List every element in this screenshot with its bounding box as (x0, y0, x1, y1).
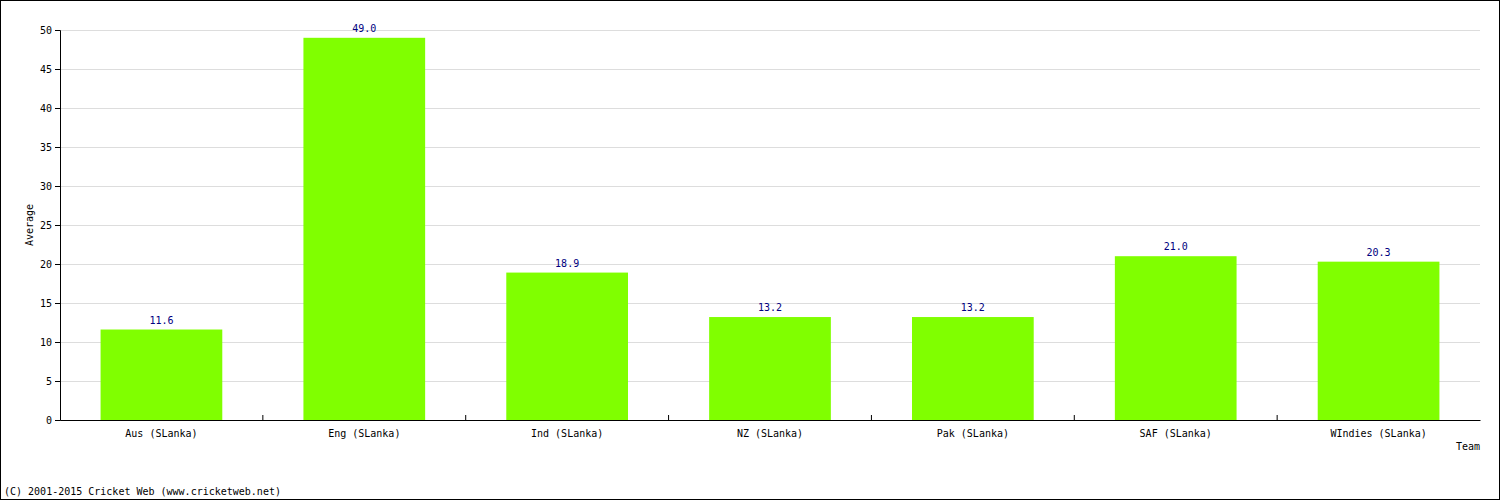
data-label: 13.2 (961, 302, 985, 313)
y-tick-label: 30 (40, 181, 52, 192)
x-tick: Eng (SLanka) (328, 420, 400, 439)
y-tick: 45 (40, 64, 60, 75)
y-tick-mark (55, 303, 60, 304)
bar (709, 317, 831, 420)
y-tick-mark (55, 69, 60, 70)
y-tick-mark (55, 420, 60, 421)
category-separator (871, 415, 872, 420)
x-axis-line (61, 420, 1481, 421)
data-label: 49.0 (352, 23, 376, 34)
bar (912, 317, 1034, 420)
category-separator (668, 415, 669, 420)
grid-line (60, 69, 1480, 70)
y-tick-mark (55, 381, 60, 382)
bar (506, 273, 628, 420)
y-tick-label: 0 (46, 415, 52, 426)
data-label: 20.3 (1367, 247, 1391, 258)
x-tick-label: Ind (SLanka) (531, 428, 603, 439)
y-tick: 50 (40, 25, 60, 36)
y-tick: 35 (40, 142, 60, 153)
data-labels: 11.6 49.0 18.9 13.2 13.2 21.0 20.3 (149, 23, 1390, 326)
x-axis-title: Team (1456, 441, 1480, 452)
plot: 0 5 10 15 20 25 30 35 40 45 50 Aus (SLanka) Eng (SLa… (40, 23, 1481, 439)
y-axis-title: Average (24, 204, 35, 246)
y-tick-mark (55, 186, 60, 187)
y-tick-label: 50 (40, 25, 52, 36)
data-label: 18.9 (555, 258, 579, 269)
y-axis-line (55, 31, 61, 421)
frame (1, 1, 1500, 500)
y-tick-label: 45 (40, 64, 52, 75)
y-tick: 10 (40, 337, 60, 348)
x-tick-label: SAF (SLanka) (1140, 428, 1212, 439)
x-tick: Aus (SLanka) (125, 420, 197, 439)
y-tick: 20 (40, 259, 60, 270)
y-tick: 0 (46, 415, 60, 426)
y-tick-label: 25 (40, 220, 52, 231)
bar (303, 38, 425, 420)
y-tick-label: 35 (40, 142, 52, 153)
y-tick-label: 5 (46, 376, 52, 387)
y-tick-label: 20 (40, 259, 52, 270)
grid-line (60, 147, 1480, 148)
bars (101, 38, 1440, 420)
y-tick-label: 40 (40, 103, 52, 114)
y-tick: 40 (40, 103, 60, 114)
chart: 0 5 10 15 20 25 30 35 40 45 50 Aus (SLanka) Eng (SLa… (0, 0, 1500, 500)
data-label: 11.6 (149, 315, 173, 326)
x-tick: NZ (SLanka) (737, 420, 803, 439)
category-separator (465, 415, 466, 420)
grid-line (60, 108, 1480, 109)
y-tick: 5 (46, 376, 60, 387)
x-tick: Ind (SLanka) (531, 420, 603, 439)
x-axis: Aus (SLanka) Eng (SLanka) Ind (SLanka) NZ (… (61, 415, 1481, 439)
y-tick-mark (55, 225, 60, 226)
grid (60, 30, 1480, 420)
y-tick-mark (55, 342, 60, 343)
category-separator (1277, 415, 1278, 420)
data-label: 21.0 (1164, 241, 1188, 252)
y-tick: 15 (40, 298, 60, 309)
grid-line (60, 225, 1480, 226)
y-tick-mark (55, 30, 60, 31)
y-tick-mark (55, 264, 60, 265)
annotation: (C) 2001-2015 Cricket Web (www.cricketwe… (4, 486, 281, 497)
grid-line (60, 264, 1480, 265)
bar (1318, 262, 1440, 420)
grid-line (60, 30, 1480, 31)
bar (1115, 256, 1237, 420)
bar (101, 330, 223, 420)
y-tick-mark (55, 108, 60, 109)
y-tick-mark (55, 147, 60, 148)
x-tick-label: Aus (SLanka) (125, 428, 197, 439)
x-tick: Pak (SLanka) (937, 420, 1009, 439)
y-tick-label: 10 (40, 337, 52, 348)
x-tick-label: Eng (SLanka) (328, 428, 400, 439)
category-separator (262, 415, 263, 420)
x-tick: SAF (SLanka) (1140, 420, 1212, 439)
data-label: 13.2 (758, 302, 782, 313)
y-tick: 30 (40, 181, 60, 192)
y-axis: 0 5 10 15 20 25 30 35 40 45 50 (40, 25, 61, 426)
y-tick-label: 15 (40, 298, 52, 309)
x-tick-label: WIndies (SLanka) (1330, 428, 1426, 439)
category-separator (1074, 415, 1075, 420)
x-tick-label: NZ (SLanka) (737, 428, 803, 439)
y-tick: 25 (40, 220, 60, 231)
grid-line (60, 186, 1480, 187)
x-tick: WIndies (SLanka) (1330, 420, 1426, 439)
x-tick-label: Pak (SLanka) (937, 428, 1009, 439)
